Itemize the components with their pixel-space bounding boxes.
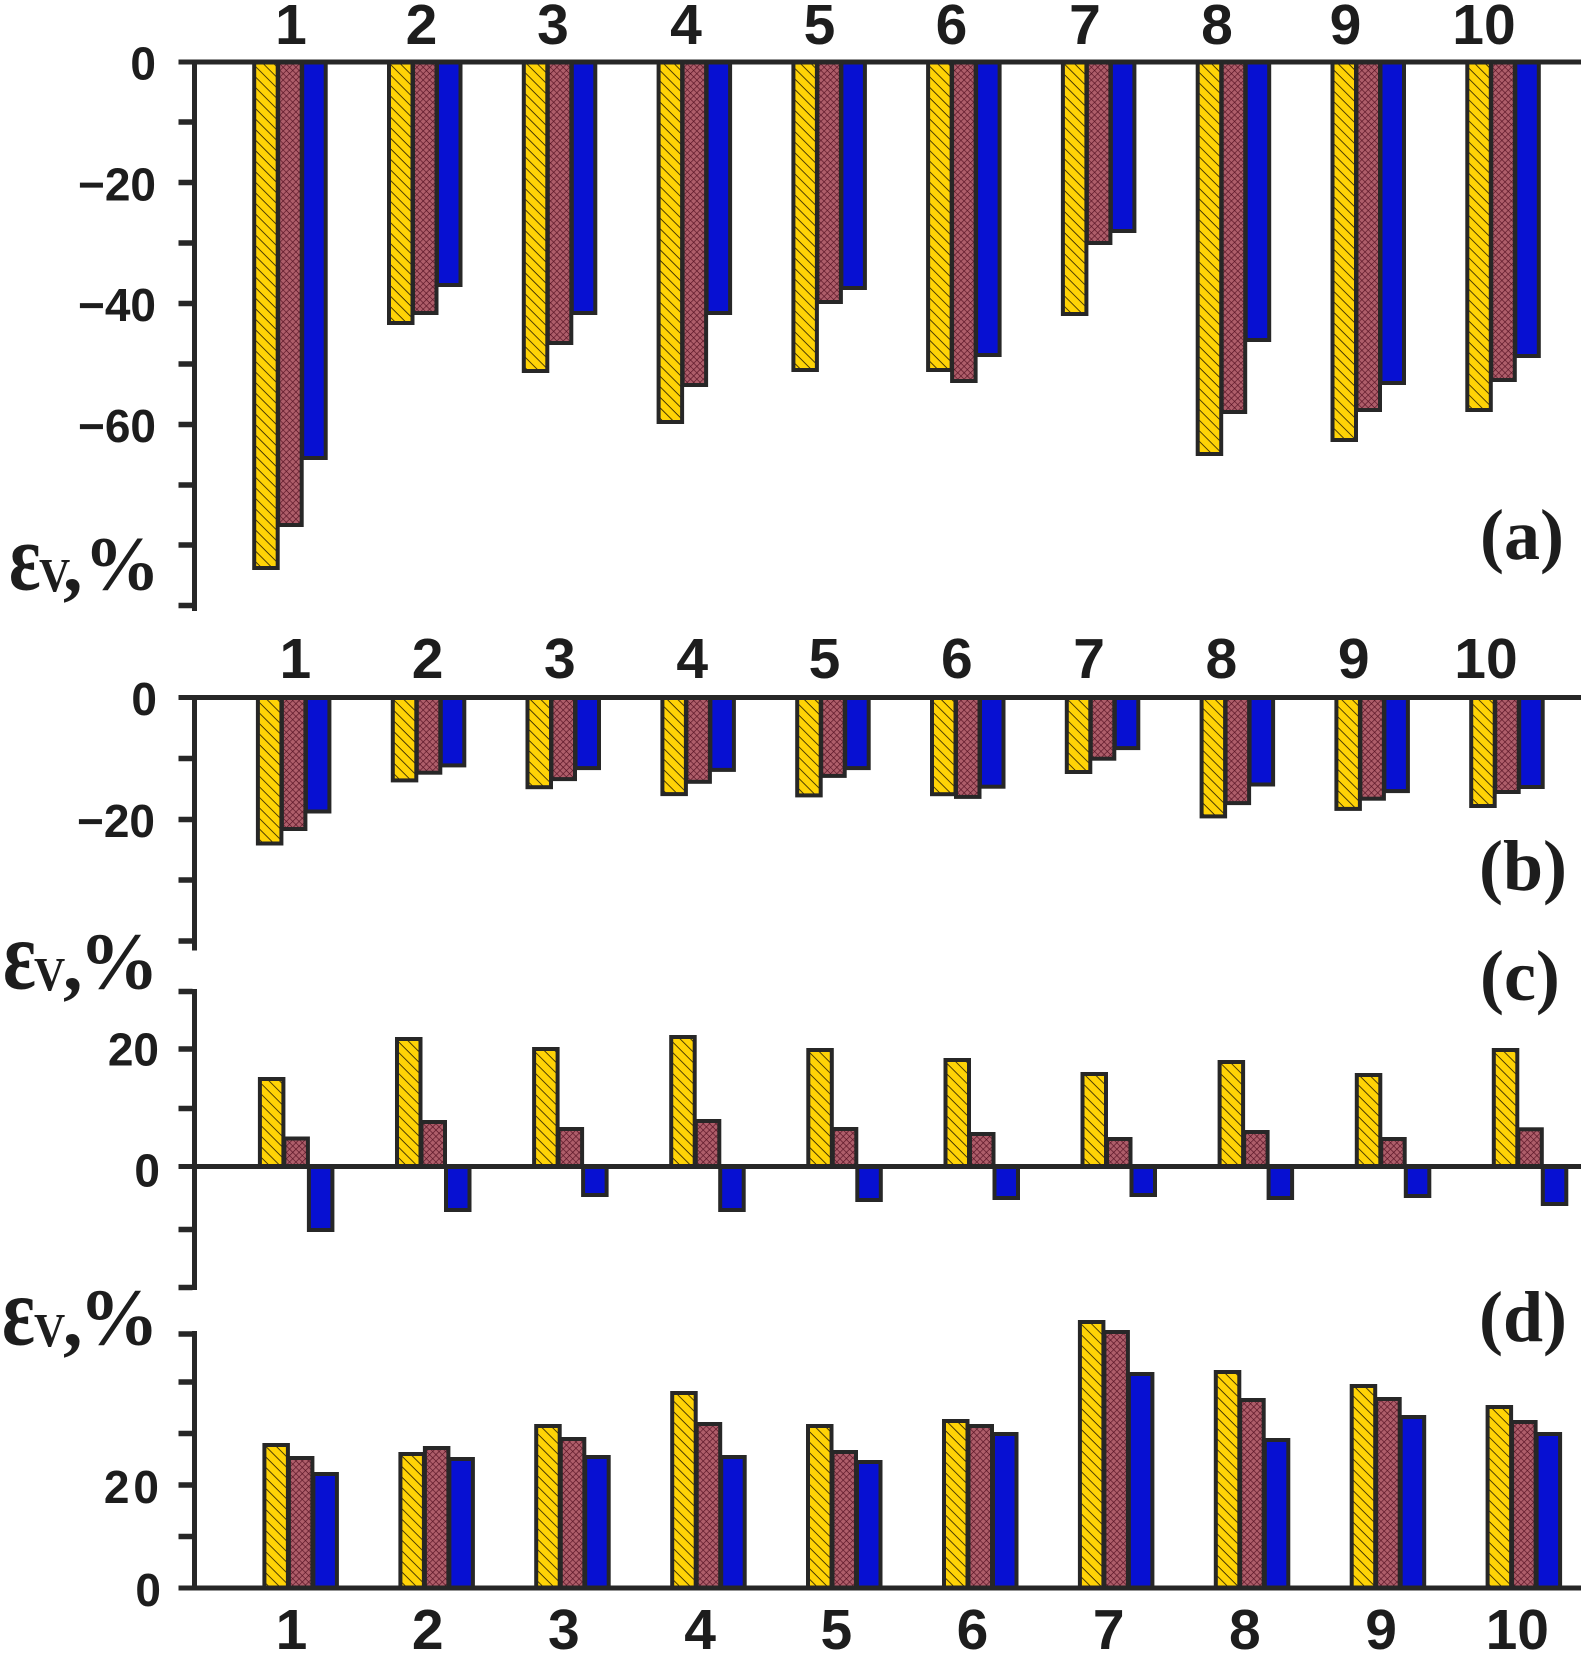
svg-text:0: 0 (130, 38, 156, 90)
svg-text:(b): (b) (1479, 826, 1567, 906)
svg-text:8: 8 (1229, 1598, 1261, 1651)
svg-text:,: , (63, 1276, 83, 1363)
svg-text:ε: ε (9, 506, 41, 611)
svg-text:%: % (84, 523, 160, 607)
svg-text:−40: −40 (78, 279, 156, 331)
svg-text:1: 1 (275, 0, 307, 57)
svg-text:(c): (c) (1480, 936, 1560, 1016)
svg-text:7: 7 (1069, 0, 1101, 57)
svg-text:ε: ε (2, 1258, 35, 1367)
svg-text:4: 4 (670, 0, 702, 57)
svg-text:10: 10 (1452, 0, 1515, 57)
svg-text:(a): (a) (1480, 495, 1564, 575)
svg-text:5: 5 (804, 0, 836, 57)
svg-text:6: 6 (936, 0, 968, 57)
svg-text:,: , (63, 521, 83, 608)
svg-text:−60: −60 (78, 400, 156, 452)
svg-text:3: 3 (548, 1598, 580, 1651)
svg-text:10: 10 (1454, 627, 1517, 691)
svg-text:0: 0 (135, 1564, 165, 1616)
svg-text:%: % (79, 1275, 159, 1363)
svg-text:20: 20 (108, 1024, 159, 1076)
svg-text:(d): (d) (1479, 1277, 1567, 1357)
svg-text:9: 9 (1365, 1598, 1397, 1651)
svg-text:5: 5 (809, 627, 841, 691)
svg-text:3: 3 (544, 627, 576, 691)
svg-text:8: 8 (1206, 627, 1238, 691)
svg-text:,: , (63, 920, 83, 1007)
svg-text:1: 1 (279, 627, 311, 691)
svg-text:7: 7 (1093, 1598, 1125, 1651)
svg-text:−20: −20 (77, 795, 155, 847)
svg-text:%: % (79, 919, 159, 1007)
svg-text:10: 10 (1486, 1598, 1549, 1651)
svg-text:5: 5 (820, 1598, 852, 1651)
svg-text:ε: ε (3, 902, 36, 1011)
svg-text:3: 3 (537, 0, 569, 57)
svg-text:2: 2 (412, 1598, 444, 1651)
svg-text:6: 6 (941, 627, 973, 691)
svg-text:9: 9 (1338, 627, 1370, 691)
svg-text:2: 2 (412, 627, 444, 691)
svg-text:0: 0 (131, 673, 157, 725)
svg-text:1: 1 (276, 1598, 308, 1651)
svg-text:2: 2 (406, 0, 438, 57)
svg-text:−20: −20 (78, 159, 156, 211)
svg-text:V: V (34, 947, 65, 1001)
svg-text:6: 6 (957, 1598, 989, 1651)
svg-text:V: V (34, 1303, 65, 1357)
svg-text:4: 4 (676, 627, 708, 691)
svg-text:9: 9 (1330, 0, 1362, 57)
svg-text:7: 7 (1073, 627, 1105, 691)
svg-text:8: 8 (1201, 0, 1233, 57)
svg-text:20: 20 (104, 1461, 163, 1513)
svg-text:0: 0 (134, 1145, 160, 1197)
svg-text:V: V (39, 548, 70, 602)
svg-text:4: 4 (684, 1598, 716, 1651)
